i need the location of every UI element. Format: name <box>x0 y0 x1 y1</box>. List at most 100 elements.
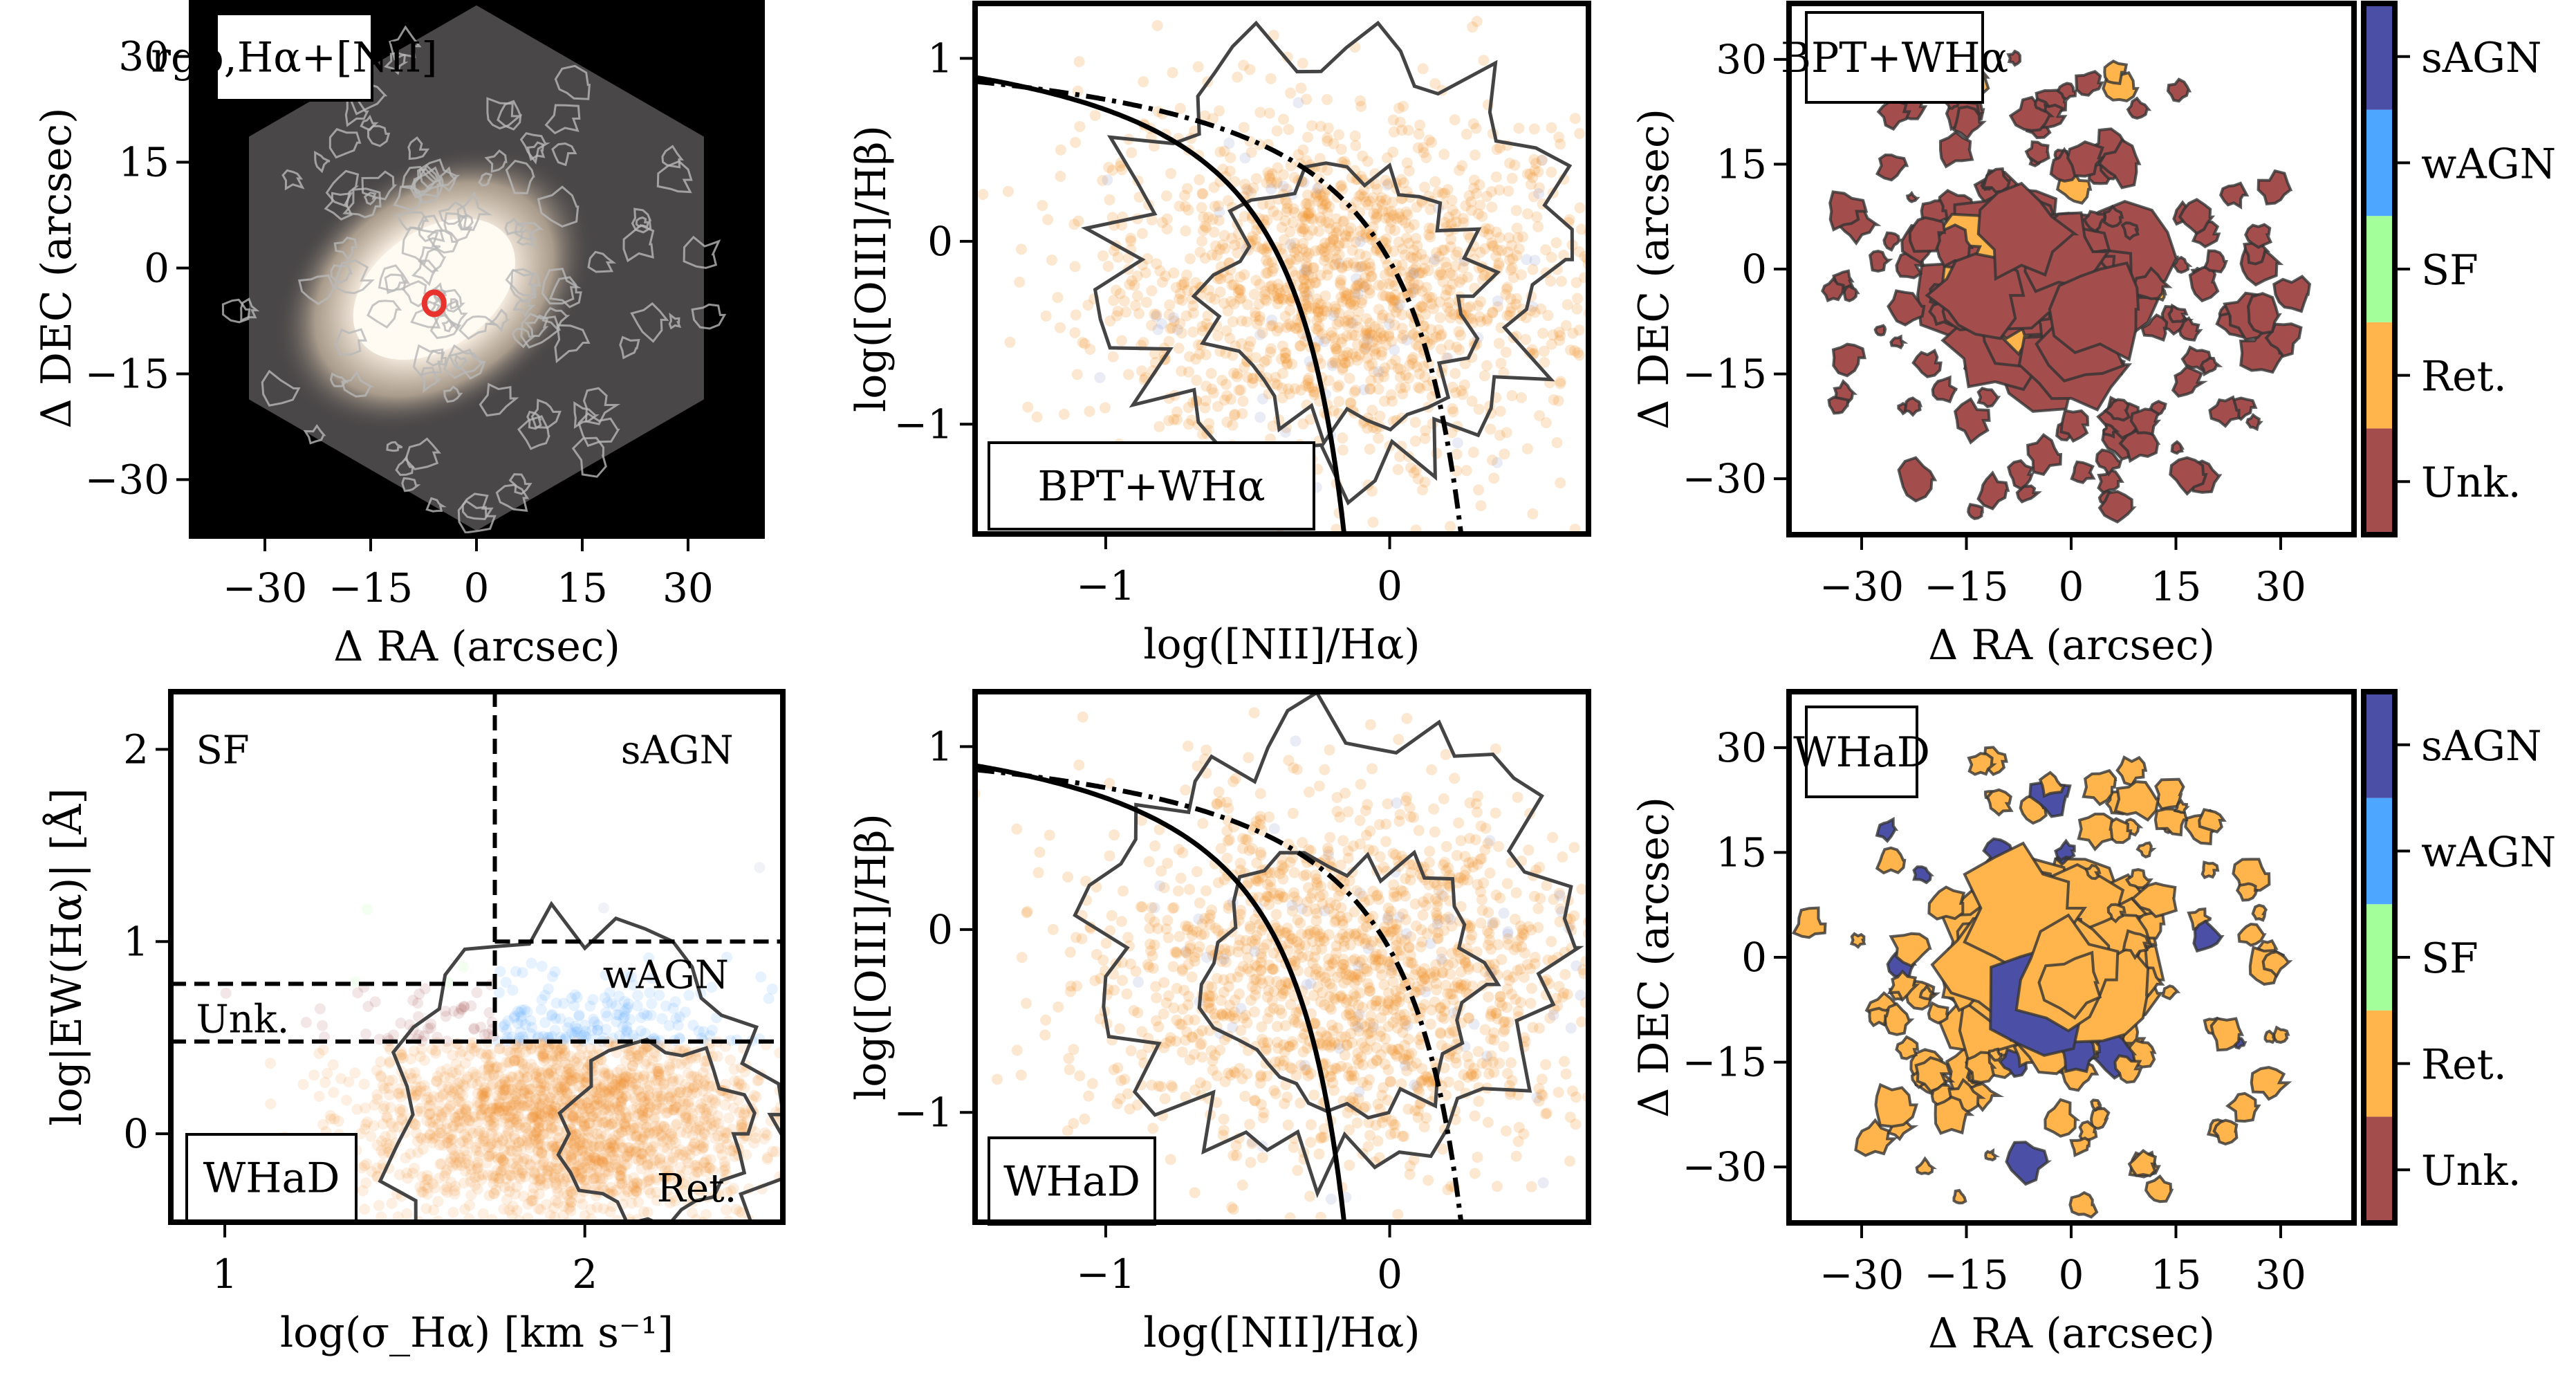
data-point <box>546 1100 557 1112</box>
data-point <box>1491 144 1503 156</box>
data-point <box>1392 463 1404 475</box>
data-point <box>1295 384 1306 396</box>
data-point <box>1373 432 1384 444</box>
data-point <box>441 1063 453 1075</box>
data-point <box>598 1067 610 1078</box>
data-point <box>721 1127 733 1139</box>
data-point <box>550 1013 562 1024</box>
halpha-contour <box>314 150 331 174</box>
data-point <box>627 1081 638 1093</box>
data-point <box>507 1083 519 1095</box>
data-point <box>1396 174 1407 185</box>
class-region <box>2171 365 2208 398</box>
data-point <box>665 1127 677 1139</box>
data-point <box>378 1118 389 1130</box>
data-point <box>801 1051 813 1062</box>
data-point <box>1221 390 1233 402</box>
data-point <box>635 1025 647 1037</box>
data-point <box>1281 203 1293 214</box>
data-point <box>1352 321 1364 333</box>
data-point <box>591 1162 603 1174</box>
data-point <box>569 1026 581 1038</box>
data-point <box>761 1152 773 1163</box>
data-point <box>1328 234 1340 246</box>
data-point <box>542 1165 554 1177</box>
data-point <box>551 1183 563 1195</box>
data-point <box>1542 310 1554 322</box>
data-point <box>1073 56 1085 68</box>
data-point <box>1465 313 1477 324</box>
data-point <box>568 1109 580 1121</box>
data-point <box>1472 300 1483 312</box>
data-point <box>755 971 767 983</box>
halpha-contour <box>367 300 402 329</box>
data-point <box>1271 176 1283 188</box>
data-point <box>539 989 551 1001</box>
data-point <box>636 1012 647 1024</box>
data-point <box>1331 345 1343 357</box>
halpha-contour <box>395 455 414 477</box>
data-point <box>1527 172 1539 183</box>
data-point <box>681 1058 693 1069</box>
center-marker-icon <box>421 289 447 317</box>
data-point <box>458 1177 470 1189</box>
halpha-contour <box>333 259 375 295</box>
data-point <box>667 1156 678 1168</box>
data-point <box>522 1096 534 1107</box>
data-point <box>488 1178 499 1190</box>
panel-tag-box <box>215 12 373 102</box>
x-tick-label: 0 <box>1377 562 1402 609</box>
data-point <box>546 1105 557 1116</box>
data-point <box>1551 436 1563 448</box>
data-point <box>566 1148 578 1160</box>
data-point <box>470 1142 481 1154</box>
data-point <box>1604 178 1615 190</box>
data-point <box>440 1011 452 1022</box>
data-point <box>1321 306 1333 317</box>
data-point <box>1271 379 1283 391</box>
data-point <box>1313 311 1325 323</box>
class-region <box>1827 396 1850 415</box>
data-point <box>723 1112 734 1124</box>
data-point <box>529 1077 541 1089</box>
data-point <box>616 1126 628 1138</box>
region-label: wAGN <box>603 953 729 998</box>
data-point <box>450 1157 461 1169</box>
data-point <box>506 1071 517 1082</box>
data-point <box>1534 409 1546 421</box>
data-point <box>495 1166 507 1178</box>
data-point <box>643 1174 655 1186</box>
data-point <box>488 1116 499 1128</box>
data-point <box>1445 312 1456 324</box>
data-point <box>1366 485 1378 497</box>
data-point <box>535 1159 546 1171</box>
data-point <box>1371 208 1383 220</box>
data-point <box>584 1149 595 1161</box>
data-point <box>821 1143 832 1154</box>
data-point <box>461 1114 472 1125</box>
data-point <box>1377 279 1389 291</box>
data-point <box>1567 327 1579 339</box>
data-point <box>1272 298 1284 310</box>
data-point <box>1126 275 1138 287</box>
data-point <box>1385 292 1397 304</box>
x-tick-label: 15 <box>2151 563 2202 610</box>
data-point <box>1245 335 1257 347</box>
data-point <box>1303 208 1315 219</box>
data-point <box>519 1084 531 1096</box>
data-point <box>1337 296 1349 308</box>
data-point <box>1261 214 1273 226</box>
data-point <box>635 1134 647 1145</box>
data-point <box>1299 267 1310 279</box>
data-point <box>461 1103 472 1115</box>
data-point <box>1153 421 1165 432</box>
data-point <box>1443 339 1455 351</box>
data-point <box>631 1051 643 1062</box>
data-point <box>603 1161 615 1172</box>
data-point <box>725 1145 736 1157</box>
data-point <box>606 1118 618 1130</box>
data-point <box>658 1141 670 1153</box>
data-point <box>590 1076 602 1088</box>
data-point <box>1383 318 1395 330</box>
